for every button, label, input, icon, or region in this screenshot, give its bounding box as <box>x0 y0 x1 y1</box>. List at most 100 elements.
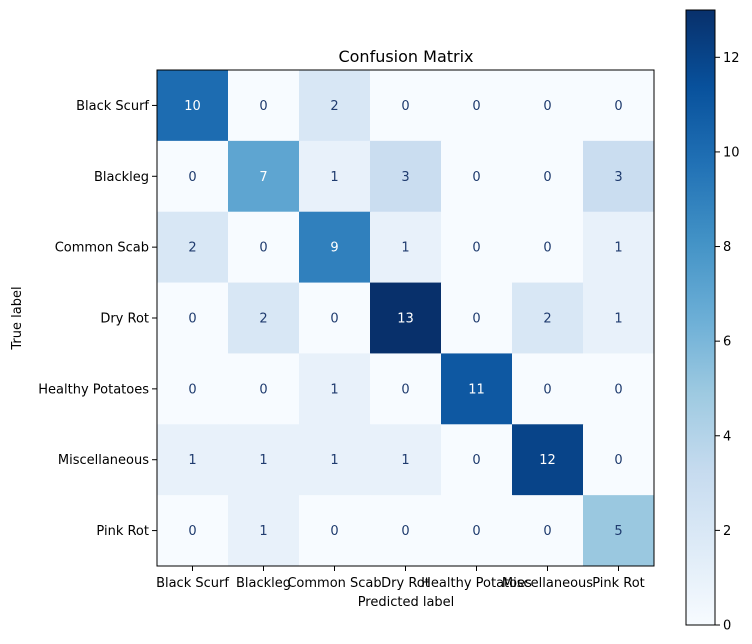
x-axis-label: Predicted label <box>358 595 455 610</box>
cell-value-label: 0 <box>543 170 551 185</box>
x-tick-label: Pink Rot <box>592 576 645 591</box>
y-tick-label: Black Scurf <box>76 99 149 114</box>
cell-value-label: 3 <box>614 170 622 185</box>
heatmap-cell <box>157 353 229 425</box>
cell-value-label: 0 <box>543 99 551 114</box>
heatmap-cell <box>441 70 513 142</box>
colorbar-tick-label: 2 <box>723 524 731 539</box>
colorbar-tick-label: 6 <box>723 335 731 350</box>
heatmap-cell <box>157 211 229 284</box>
y-tick-label: Blackleg <box>94 170 149 185</box>
heatmap-cell <box>299 424 371 496</box>
cell-value-label: 12 <box>539 453 556 468</box>
cell-value-label: 10 <box>184 99 201 114</box>
heatmap-cell <box>299 353 371 425</box>
cell-value-label: 1 <box>401 453 409 468</box>
cell-value-label: 0 <box>259 241 267 256</box>
cell-value-label: 0 <box>188 524 196 539</box>
heatmap-cell <box>583 353 655 425</box>
cell-value-label: 1 <box>614 312 622 327</box>
heatmap-cell <box>441 211 513 284</box>
heatmap-cell <box>228 70 300 142</box>
heatmap-cell <box>583 282 655 354</box>
y-tick-label: Miscellaneous <box>58 453 149 468</box>
cell-value-label: 0 <box>401 99 409 114</box>
heatmap-cell <box>512 353 584 425</box>
cell-value-label: 9 <box>330 241 338 256</box>
heatmap-cell <box>157 282 229 354</box>
y-tick-label: Healthy Potatoes <box>38 382 149 397</box>
heatmap-cell <box>157 424 229 496</box>
colorbar-tick-label: 10 <box>723 145 740 160</box>
x-tick-label: Black Scurf <box>156 576 229 591</box>
x-tick-label: Dry Rot <box>381 576 430 591</box>
x-tick-label: Common Scab <box>287 576 381 591</box>
heatmap-cell <box>441 282 513 354</box>
cell-value-label: 7 <box>259 170 267 185</box>
colorbar-tick-label: 4 <box>723 429 731 444</box>
cell-value-label: 0 <box>543 524 551 539</box>
cell-value-label: 1 <box>614 241 622 256</box>
heatmap-cell <box>512 70 584 142</box>
heatmap-cell <box>441 140 513 213</box>
cell-value-label: 2 <box>259 312 267 327</box>
heatmap-cell <box>299 140 371 213</box>
cell-value-label: 0 <box>614 453 622 468</box>
colorbar <box>685 9 716 626</box>
heatmap-cell <box>299 211 371 284</box>
cell-value-label: 0 <box>472 312 480 327</box>
heatmap-cell <box>157 140 229 213</box>
cell-value-label: 2 <box>330 99 338 114</box>
colorbar-ticks: 0 2 4 6 8 10 12 <box>715 51 740 634</box>
heatmap-cell <box>370 282 442 354</box>
cell-value-label: 0 <box>188 382 196 397</box>
heatmap-cells <box>157 70 655 567</box>
cell-value-label: 1 <box>330 170 338 185</box>
cell-value-label: 0 <box>472 241 480 256</box>
cell-value-label: 2 <box>543 312 551 327</box>
x-tick-label: Healthy Potatoes <box>421 576 532 591</box>
heatmap-cell <box>370 70 442 142</box>
colorbar-tick-label: 0 <box>723 619 731 634</box>
cell-value-label: 0 <box>614 99 622 114</box>
cell-value-label: 5 <box>614 524 622 539</box>
cell-value-label: 0 <box>472 453 480 468</box>
cell-value-label: 1 <box>401 241 409 256</box>
cell-value-label: 0 <box>188 312 196 327</box>
heatmap-cell <box>512 495 584 567</box>
x-tick-label: Miscellaneous <box>502 576 593 591</box>
heatmap-cell <box>441 353 513 425</box>
cell-value-label: 0 <box>543 382 551 397</box>
x-tick-label: Blackleg <box>236 576 291 591</box>
cell-value-label: 13 <box>397 312 414 327</box>
heatmap-cell <box>583 140 655 213</box>
cell-value-label: 1 <box>188 453 196 468</box>
cell-value-label: 3 <box>401 170 409 185</box>
cell-value-label: 1 <box>330 382 338 397</box>
heatmap-cell <box>299 282 371 354</box>
heatmap-cell <box>157 70 229 142</box>
heatmap-cell <box>228 495 300 567</box>
heatmap-cell <box>441 424 513 496</box>
cell-value-label: 0 <box>543 241 551 256</box>
heatmap-cell <box>228 424 300 496</box>
heatmap-cell <box>512 211 584 284</box>
colorbar-tick-label: 8 <box>723 240 731 255</box>
heatmap-cell <box>512 424 584 496</box>
y-tick-label: Pink Rot <box>96 524 149 539</box>
cell-value-label: 0 <box>472 170 480 185</box>
heatmap-cell <box>370 140 442 213</box>
cell-value-label: 11 <box>468 382 485 397</box>
cell-value-label: 1 <box>259 453 267 468</box>
heatmap-cell <box>583 70 655 142</box>
cell-value-label: 0 <box>259 382 267 397</box>
cell-value-label: 0 <box>472 524 480 539</box>
cell-value-label: 0 <box>401 524 409 539</box>
cell-value-label: 0 <box>330 524 338 539</box>
cell-value-label: 2 <box>188 241 196 256</box>
y-tick-label: Common Scab <box>55 241 149 256</box>
heatmap-cell <box>228 211 300 284</box>
heatmap-cell-labels: 10 0 2 0 0 0 00 7 1 3 0 0 32 0 9 1 0 0 10 2 0 13 0 2 10 0 1 0 11 0 01 1… <box>184 99 622 539</box>
